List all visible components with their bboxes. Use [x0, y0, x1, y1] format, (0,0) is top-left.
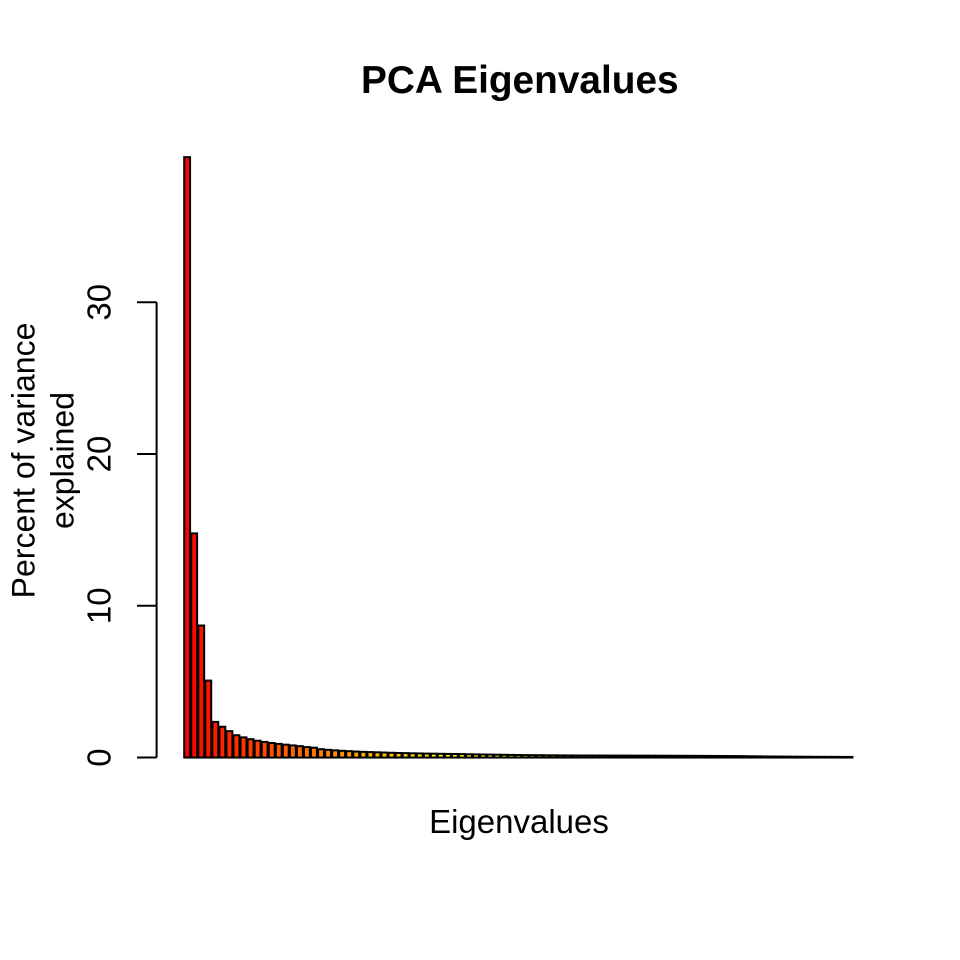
svg-text:20: 20 [81, 436, 118, 473]
svg-text:30: 30 [81, 284, 118, 321]
svg-text:Percent of variance: Percent of variance [6, 323, 42, 599]
svg-text:0: 0 [81, 748, 118, 766]
svg-text:10: 10 [81, 587, 118, 624]
svg-text:Eigenvalues: Eigenvalues [429, 803, 609, 840]
svg-text:explained: explained [44, 392, 80, 529]
svg-text:PCA Eigenvalues: PCA Eigenvalues [361, 59, 679, 102]
